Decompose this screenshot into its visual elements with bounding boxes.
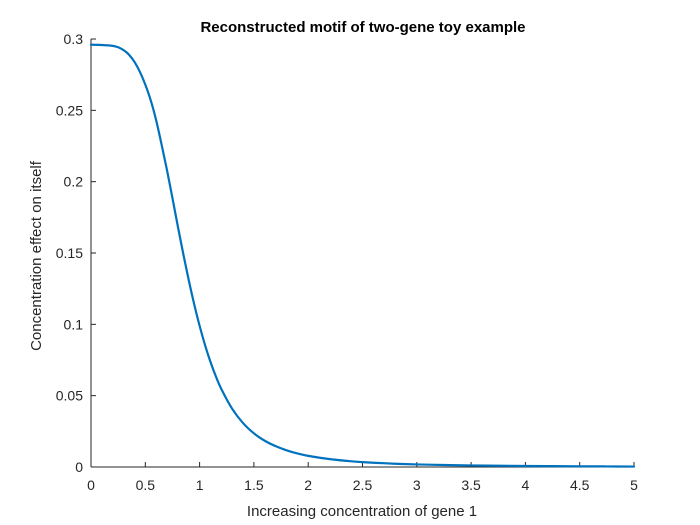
x-tick-label: 1.5 <box>244 477 264 493</box>
x-tick-label: 2 <box>304 477 312 493</box>
y-tick-label: 0 <box>75 459 83 475</box>
axes <box>90 39 634 468</box>
y-axis-label: Concentration effect on itself <box>28 160 45 351</box>
chart-title: Reconstructed motif of two-gene toy exam… <box>200 19 525 36</box>
x-tick-label: 3.5 <box>461 477 481 493</box>
y-tick-label: 0.05 <box>56 388 83 404</box>
ticks: 0 0.5 1 1.5 2 2.5 3 3.5 4 4.5 5 0 0.05 0.1 0.15 0.2 0.25… <box>56 31 638 493</box>
y-tick-label: 0.1 <box>64 316 84 332</box>
series-line <box>89 43 636 468</box>
y-tick-label: 0.15 <box>56 245 83 261</box>
x-axis-label: Increasing concentration of gene 1 <box>247 503 477 520</box>
x-tick-label: 3 <box>413 477 421 493</box>
x-tick-label: 0 <box>87 477 95 493</box>
y-tick-label: 0.25 <box>56 102 83 118</box>
x-tick-label: 1 <box>196 477 204 493</box>
x-tick-label: 2.5 <box>353 477 373 493</box>
series <box>89 43 636 468</box>
x-tick-label: 5 <box>630 477 638 493</box>
x-tick-label: 0.5 <box>136 477 156 493</box>
x-tick-label: 4.5 <box>570 477 590 493</box>
x-tick-label: 4 <box>522 477 530 493</box>
y-tick-label: 0.2 <box>64 174 84 190</box>
y-tick-label: 0.3 <box>64 31 84 47</box>
